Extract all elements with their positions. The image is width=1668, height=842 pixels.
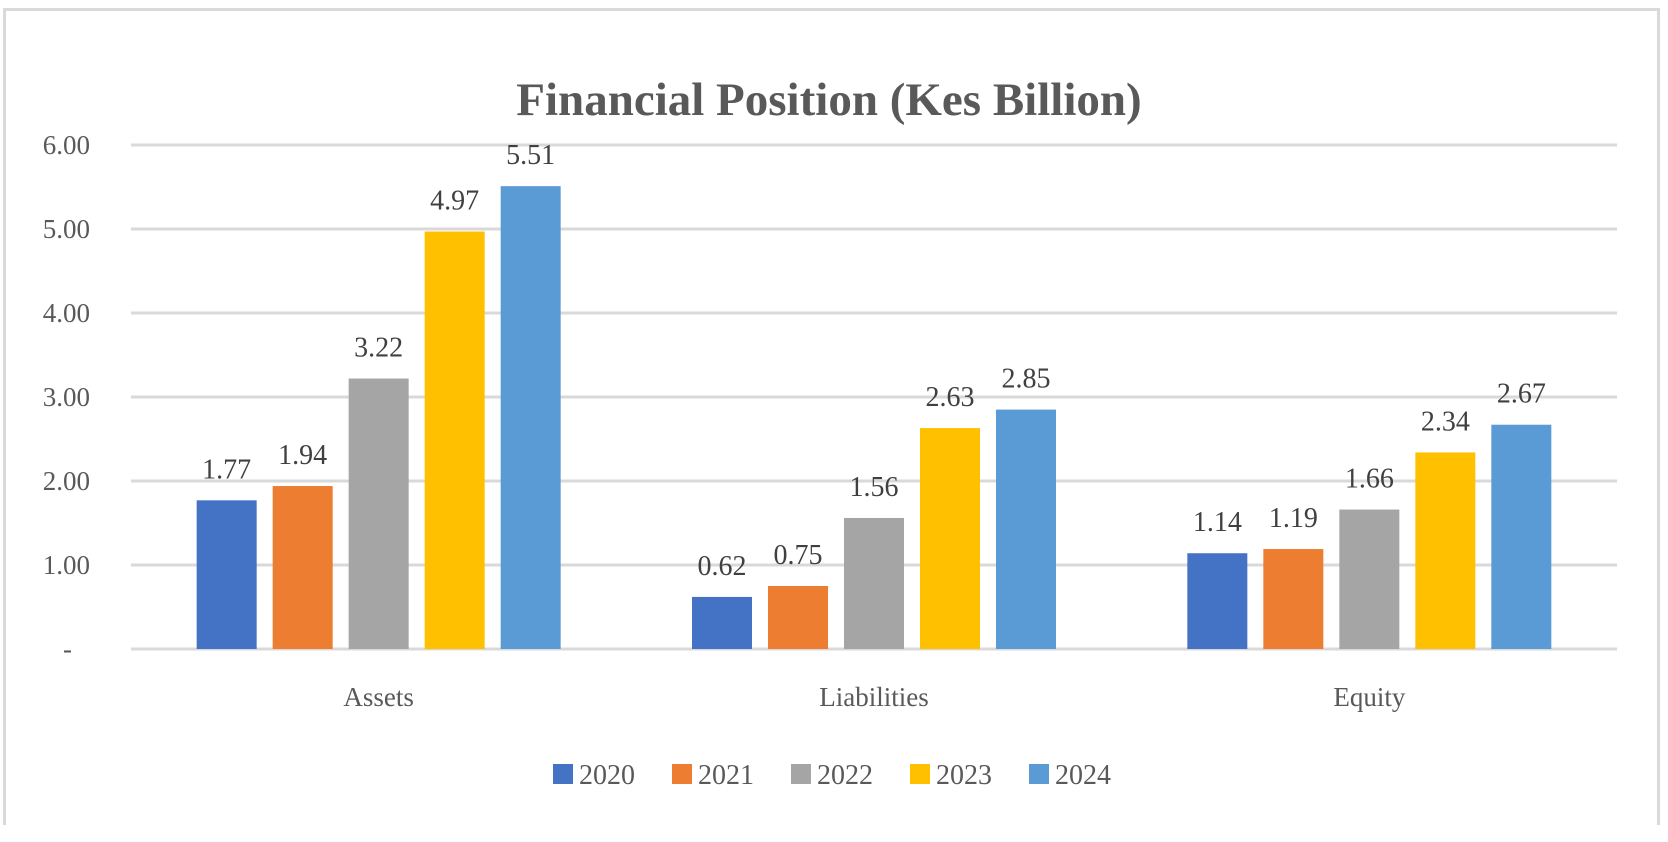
legend-swatch [672, 764, 692, 784]
bar-equity-2021 [1263, 549, 1324, 649]
chart-border [3, 8, 1660, 825]
legend-label: 2023 [936, 760, 992, 791]
legend-label: 2022 [817, 760, 873, 791]
bar-assets-2024 [500, 186, 561, 649]
legend-item-2024: 2024 [1029, 760, 1111, 791]
y-axis: - 1.00 2.00 3.00 4.00 5.00 6.00 [43, 130, 90, 664]
x-category-label: Equity [1333, 682, 1405, 712]
bar-liabilities-2020 [692, 596, 752, 649]
legend-swatch [1029, 764, 1049, 784]
data-label: 1.56 [850, 472, 899, 503]
x-axis: Assets Liabilities Equity [343, 682, 1405, 712]
bar-liabilities-2024 [996, 409, 1056, 649]
data-label: 0.75 [774, 540, 823, 571]
y-tick-label: 2.00 [43, 466, 90, 496]
x-category-label: Assets [343, 682, 414, 712]
data-label: 1.14 [1193, 507, 1242, 538]
data-label: 0.62 [698, 551, 747, 582]
legend-label: 2021 [698, 760, 754, 791]
bar-assets-2021 [272, 486, 333, 649]
bar-liabilities-2023 [920, 428, 980, 649]
bar-equity-2022 [1339, 509, 1400, 649]
data-label: 1.77 [202, 454, 251, 485]
data-label: 1.66 [1345, 464, 1394, 495]
bar-assets-2023 [424, 231, 485, 649]
legend-label: 2020 [579, 760, 635, 791]
y-tick-label: 1.00 [43, 550, 90, 580]
y-tick-label: 4.00 [43, 298, 90, 328]
bar-liabilities-2022 [844, 517, 904, 649]
data-label: 1.94 [278, 440, 327, 471]
bar-assets-2022 [348, 378, 409, 649]
data-label: 5.51 [506, 140, 555, 171]
bar-equity-2024 [1491, 424, 1552, 649]
legend-item-2021: 2021 [672, 760, 754, 791]
legend: 2020 2021 2022 2023 2024 [553, 760, 1111, 791]
bars [196, 186, 1552, 649]
chart-title: Financial Position (Kes Billion) [516, 74, 1141, 126]
legend-item-2023: 2023 [910, 760, 992, 791]
data-label: 2.85 [1002, 364, 1051, 395]
x-category-label: Liabilities [819, 682, 928, 712]
legend-label: 2024 [1055, 760, 1111, 791]
bar-assets-2020 [196, 500, 257, 649]
legend-swatch [910, 764, 930, 784]
y-tick-label: - [63, 634, 72, 664]
bar-liabilities-2021 [768, 586, 828, 649]
data-labels: 1.77 1.94 3.22 4.97 5.51 0.62 0.75 1.56 2.63 2.85… [202, 140, 1546, 582]
y-tick-label: 5.00 [43, 214, 90, 244]
legend-item-2020: 2020 [553, 760, 635, 791]
data-label: 1.19 [1269, 503, 1318, 534]
bar-equity-2023 [1415, 452, 1476, 649]
data-label: 3.22 [354, 333, 403, 364]
y-tick-label: 3.00 [43, 382, 90, 412]
legend-item-2022: 2022 [791, 760, 873, 791]
legend-swatch [791, 764, 811, 784]
bar-equity-2020 [1187, 553, 1248, 649]
data-label: 2.34 [1421, 406, 1470, 437]
data-label: 4.97 [430, 186, 479, 217]
data-label: 2.67 [1497, 379, 1546, 410]
data-label: 2.63 [926, 382, 975, 413]
legend-swatch [553, 764, 573, 784]
y-tick-label: 6.00 [43, 130, 90, 160]
